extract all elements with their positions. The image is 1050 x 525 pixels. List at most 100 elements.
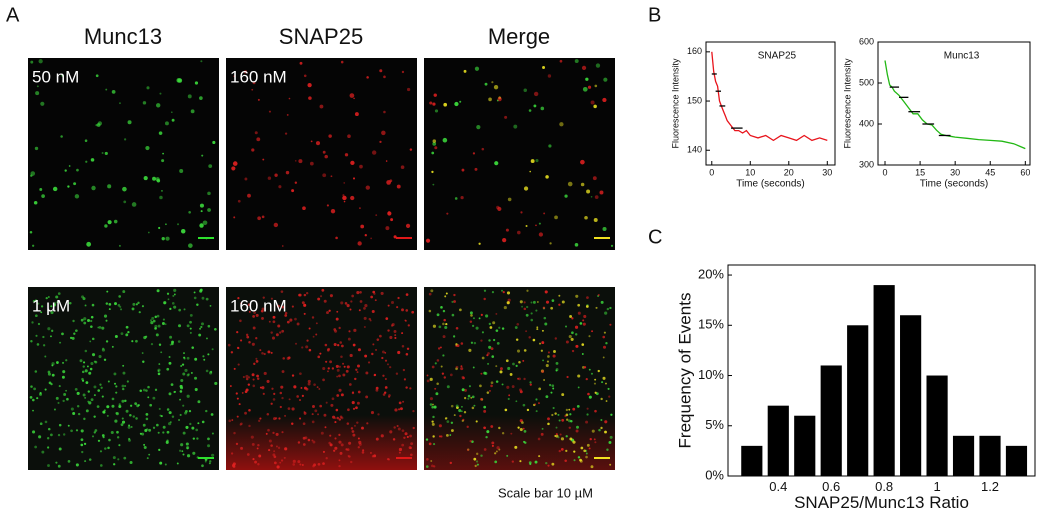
spot [483,448,487,451]
spot [330,403,334,407]
spot [132,302,136,306]
spot [314,409,318,413]
x-tick-label: 0.8 [875,479,893,494]
spot [463,69,467,73]
spot [292,459,296,463]
spot [554,412,557,415]
spot [148,428,152,432]
spot [363,325,366,329]
spot [307,83,312,88]
spot [291,189,295,193]
spot [540,349,543,352]
spot [159,195,163,200]
spot [288,398,291,401]
spot [359,300,363,303]
spot [442,137,448,143]
spot [548,144,552,148]
spot [571,331,574,335]
spot [533,91,539,97]
spot [179,169,184,174]
spot [231,419,234,421]
spot [497,97,502,102]
spot [480,397,483,401]
spot [519,390,523,394]
spot [577,456,581,459]
spot [381,130,386,136]
spot [84,396,87,399]
spot [557,436,560,439]
spot [599,190,604,195]
spot [354,112,359,117]
spot [348,330,351,333]
spot [318,388,321,390]
spot [472,366,475,369]
spot [260,309,264,313]
spot [351,294,355,298]
spot [511,385,515,388]
spot [162,318,165,321]
spot [552,354,556,358]
spot [438,435,441,438]
spot [98,325,102,329]
spot [302,443,306,446]
spot [182,372,186,376]
spot [256,377,260,381]
spot [47,296,50,298]
spot [398,401,402,405]
spot [394,408,398,412]
spot [431,170,434,174]
spot [34,445,37,449]
spot [487,362,490,365]
spot [272,398,276,401]
spot [405,353,409,356]
spot [89,367,93,371]
spot [469,311,473,315]
spot [97,439,101,442]
spot [545,300,550,304]
spot [397,296,400,300]
spot [496,446,500,450]
spot [252,81,256,85]
spot [52,186,58,192]
y-tick-label: 0% [705,467,724,482]
spot [211,453,215,457]
spot [585,420,589,424]
spot [551,384,555,388]
spot [495,329,499,332]
spot [609,323,612,326]
spot [601,381,604,384]
spot [61,74,64,77]
spot [375,348,377,351]
spot [510,432,513,435]
spot [412,409,415,413]
spot [468,348,472,352]
micrograph [28,287,219,470]
x-tick-label: 30 [822,167,832,177]
spot [542,66,546,69]
spot [196,303,199,307]
spot [523,349,527,352]
spot [380,291,384,295]
spot [129,413,132,417]
spot [555,369,558,372]
spot [536,328,539,331]
spot [565,449,568,452]
spot [370,295,373,299]
spot [405,319,407,322]
spot [90,158,95,162]
spot [239,423,242,426]
spot [104,224,108,228]
spot [491,355,495,358]
spot [356,371,359,374]
spot [201,464,204,468]
spot [251,148,255,152]
spot [469,439,472,443]
spot [127,331,130,334]
spot [544,290,548,294]
spot [157,372,161,376]
spot [143,446,147,449]
x-axis-label: SNAP25/Munc13 Ratio [794,493,969,512]
spot [118,244,121,247]
spot [336,310,339,313]
spot [61,375,65,379]
